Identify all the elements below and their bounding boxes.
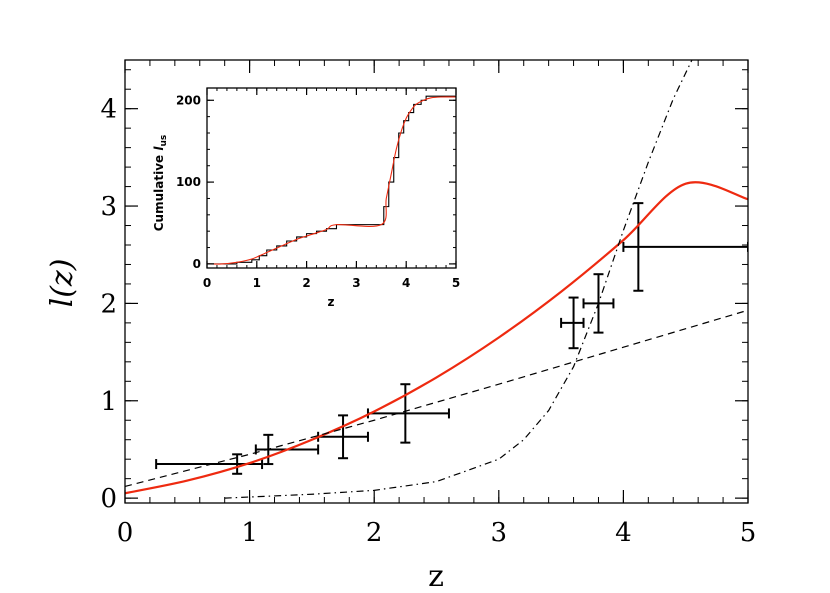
main-x-tick-label: 2 xyxy=(366,518,383,548)
main-x-tick-label: 1 xyxy=(241,518,258,548)
main-y-tick-label: 0 xyxy=(100,484,117,514)
main-x-tick-label: 5 xyxy=(740,518,757,548)
main-ticks: 0 1 2 3 4 5 0 1 2 3 4 xyxy=(100,60,756,548)
inset-series-solid-1 xyxy=(207,96,456,265)
inset-plot: 0 1 2 3 4 5 0 100 200 z Cumulative lus xyxy=(152,87,460,309)
inset-ticks: 0 1 2 3 4 5 0 100 200 xyxy=(176,88,460,290)
main-y-tick-label: 2 xyxy=(100,289,117,319)
inset-y-axis-title-sub: us xyxy=(159,135,169,147)
inset-y-axis-title-l: l xyxy=(152,146,166,151)
inset-y-axis-title: Cumulative lus xyxy=(152,135,169,232)
inset-y-tick-label: 100 xyxy=(176,175,201,189)
main-data-point-6 xyxy=(622,202,748,292)
inset-x-tick-label: 0 xyxy=(203,276,211,290)
main-x-axis-title: z xyxy=(428,559,444,593)
main-y-axis-title: l(z) xyxy=(45,259,80,308)
inset-y-tick-label: 200 xyxy=(176,93,201,107)
main-y-tick-label: 1 xyxy=(100,387,117,417)
main-plot-frame xyxy=(124,59,749,504)
inset-y-tick-label: 0 xyxy=(193,257,201,271)
main-plot: 0 1 2 3 4 5 0 1 2 3 4 z l(z) xyxy=(45,59,756,593)
inset-x-tick-label: 2 xyxy=(302,276,310,290)
main-data-point-4 xyxy=(560,296,585,350)
inset-x-tick-label: 1 xyxy=(253,276,261,290)
main-x-tick-label: 3 xyxy=(491,518,508,548)
inset-x-axis-title: z xyxy=(328,295,335,309)
main-x-tick-label: 0 xyxy=(117,518,134,548)
inset-series-step-0 xyxy=(207,95,456,265)
main-series-solid-1 xyxy=(125,181,748,495)
inset-series-layer xyxy=(207,95,456,265)
inset-x-tick-label: 4 xyxy=(402,276,410,290)
main-y-tick-label: 4 xyxy=(100,95,117,125)
inset-y-axis-title-main: Cumulative xyxy=(152,151,166,232)
inset-x-tick-label: 5 xyxy=(452,276,460,290)
main-x-tick-label: 4 xyxy=(615,518,632,548)
main-y-tick-label: 3 xyxy=(100,192,117,222)
inset-x-tick-label: 3 xyxy=(352,276,360,290)
inset-background xyxy=(207,88,456,268)
inset-plot-frame xyxy=(206,87,457,269)
